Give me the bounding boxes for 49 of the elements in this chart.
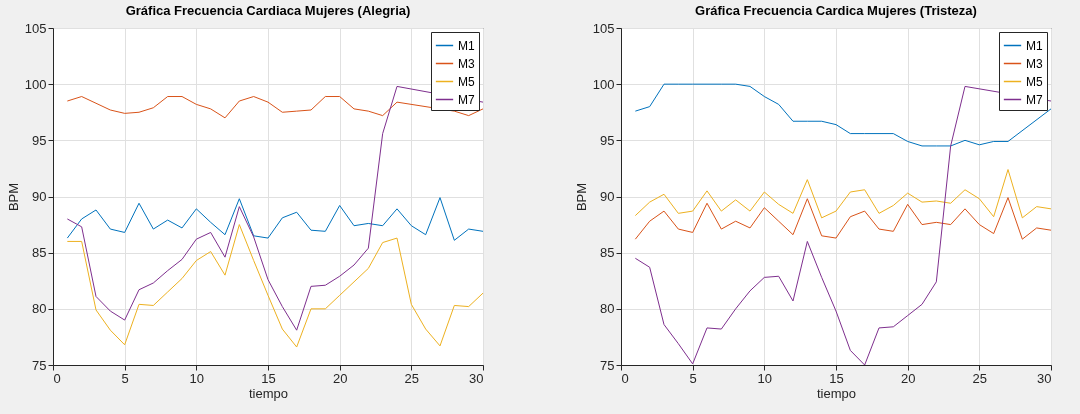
- x-tick-label: 25: [972, 370, 988, 386]
- line-series: [634, 169, 1052, 219]
- x-tick-label: 30: [1037, 370, 1052, 386]
- line-series: [634, 85, 1052, 366]
- y-tick-label: 100: [24, 76, 47, 92]
- line-series: [66, 85, 484, 331]
- y-tick-label: 95: [600, 132, 615, 148]
- legend-label: M5: [1026, 74, 1043, 89]
- y-tick-label: 80: [32, 301, 47, 317]
- x-tick-label: 15: [829, 370, 844, 386]
- x-axis-title: tiempo: [816, 385, 857, 401]
- x-axis-title: tiempo: [248, 385, 289, 401]
- line-series: [66, 197, 484, 241]
- chart-title: Gráfica Frecuencia Cardiaca Mujeres (Alegria): [125, 3, 411, 18]
- line-series: [66, 96, 484, 119]
- y-tick-label: 75: [600, 357, 615, 373]
- x-tick-label: 20: [900, 370, 916, 386]
- x-tick-label: 5: [689, 370, 697, 386]
- chart-title: Gráfica Frecuencia Cardica Mujeres (Tristeza): [695, 3, 977, 18]
- x-tick-label: 25: [404, 370, 420, 386]
- x-tick-label: 20: [332, 370, 348, 386]
- y-tick-label: 90: [600, 189, 615, 204]
- y-axis-title: BPM: [573, 182, 589, 212]
- legend-label: M7: [1026, 92, 1043, 107]
- x-tick-label: 30: [469, 370, 484, 386]
- legend-label: M1: [1026, 38, 1043, 53]
- legend-label: M5: [458, 74, 475, 89]
- x-tick-label: 0: [53, 370, 61, 386]
- y-tick-label: 85: [32, 245, 47, 261]
- x-tick-label: 10: [757, 370, 773, 386]
- legend-label: M3: [458, 56, 475, 71]
- y-tick-label: 80: [600, 301, 615, 317]
- y-tick-label: 105: [24, 20, 47, 36]
- legend-label: M1: [458, 38, 475, 53]
- y-tick-label: 95: [32, 132, 47, 148]
- x-tick-label: 5: [121, 370, 129, 386]
- x-tick-label: 15: [261, 370, 276, 386]
- legend-label: M7: [458, 92, 475, 107]
- line-series: [66, 224, 484, 348]
- y-tick-label: 85: [600, 245, 615, 261]
- legend-label: M3: [1026, 56, 1043, 71]
- y-tick-label: 90: [32, 189, 47, 204]
- x-tick-label: 10: [189, 370, 205, 386]
- line-series: [634, 197, 1052, 240]
- y-tick-label: 75: [32, 357, 47, 373]
- y-tick-label: 100: [592, 76, 615, 92]
- x-tick-label: 0: [621, 370, 629, 386]
- y-axis-title: BPM: [5, 182, 21, 212]
- y-tick-label: 105: [592, 20, 615, 36]
